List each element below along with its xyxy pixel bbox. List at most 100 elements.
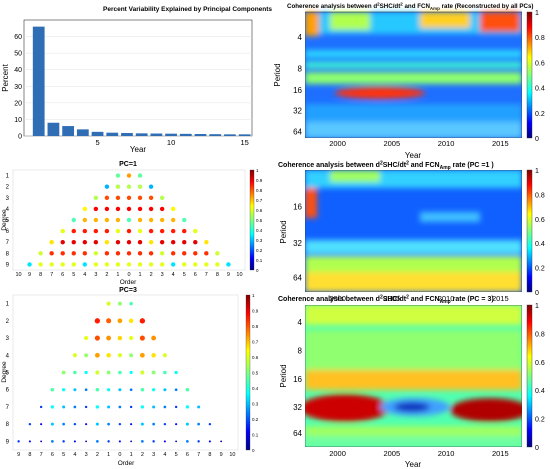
heatmap-pc1-x-ticks: 2000 2005 2010 2015 (329, 294, 508, 303)
y-tick-label: 2 (6, 319, 10, 325)
heatmap-all-pcs-x-ticks: 2000 2005 2010 2015 (329, 139, 508, 148)
bar (209, 134, 222, 136)
scatter-dot (104, 228, 110, 234)
scatter-dot (140, 422, 144, 426)
x-tick-label: 7 (197, 452, 200, 458)
scatter-dot (117, 301, 122, 306)
scatter-dot (50, 387, 55, 392)
x-tick-label: 5 (175, 452, 178, 458)
scatter-dot (141, 440, 144, 443)
scatter-dot (73, 440, 76, 443)
scatter-dot (84, 335, 89, 341)
scatter-dot (148, 262, 154, 267)
x-tick-label: 7 (50, 272, 53, 278)
colorbar-tick-label: 0.8 (535, 192, 545, 199)
colorbar-tick-label: 0.8 (256, 188, 263, 193)
scatter-dot (60, 240, 65, 245)
scatter-dot (159, 195, 165, 200)
scatter-dot (95, 405, 100, 409)
colorbar-tick-label: 1 (535, 10, 539, 17)
y-tick-label: 32 (293, 106, 302, 115)
colorbar-tick-label: 0.4 (535, 388, 545, 395)
heatmap-pc3-title: Coherence analysis between d2SHC/dt2 and… (278, 295, 494, 306)
colorbar-tick-label: 0.3 (256, 238, 263, 243)
colorbar-tick-label: 0.5 (256, 218, 263, 223)
colorbar-tick-label: 0.8 (535, 331, 545, 338)
x-tick-label: 6 (61, 272, 64, 278)
scatter-dot (73, 422, 77, 426)
scatter-dot (62, 405, 66, 409)
scatter-dot (93, 217, 99, 223)
scatter-dot (151, 353, 156, 358)
colorbar-tick-label: 0.5 (252, 371, 259, 376)
heatmap-pc3-x-ticks: 2000 2005 2010 2015 (329, 449, 508, 458)
x-tick-label: 2 (105, 272, 108, 278)
scatter-dot (163, 370, 167, 375)
colorbar-tick-label: 0.7 (252, 340, 259, 345)
colorbar-tick-label: 0.2 (535, 111, 545, 118)
bar (121, 133, 133, 136)
scatter-dot (94, 335, 100, 341)
scatter-dot (159, 240, 165, 245)
x-tick-label: 9 (227, 272, 230, 278)
scatter-dot (61, 370, 66, 375)
x-tick-label: 2000 (329, 294, 346, 303)
bar (179, 133, 192, 136)
scatter-dot (93, 195, 99, 200)
scatter-dot (152, 405, 156, 409)
pc3-scatter-title: PC=3 (119, 287, 137, 294)
scatter-dot (137, 228, 143, 234)
scatter-dot (71, 262, 76, 267)
y-tick-label: 16 (293, 375, 302, 384)
y-tick-label: 7 (6, 405, 10, 411)
scatter-dot (117, 335, 123, 341)
x-tick-label: 2005 (383, 449, 400, 458)
scatter-dot (162, 353, 167, 358)
scatter-dot (73, 405, 77, 409)
bar (47, 122, 60, 136)
heatmap-pc3-x-label: Year (405, 460, 422, 469)
colorbar-tick-label: 1 (252, 293, 255, 298)
colorbar-tick-label: 1 (256, 168, 259, 173)
x-tick-label: 4 (83, 272, 86, 278)
scatter-dot (126, 262, 132, 267)
bar-chart-axes (23, 19, 253, 137)
scatter-dot (152, 440, 155, 443)
scatter-dot (129, 335, 134, 341)
heatmap-pc1-title: Coherence analysis between d2SHC/dt2 and… (278, 161, 494, 172)
scatter-dot (96, 440, 99, 443)
scatter-dot (185, 405, 190, 409)
scatter-dot (163, 388, 167, 392)
scatter-dot (215, 262, 220, 267)
pc3-colorbar (245, 294, 251, 451)
scatter-dot (204, 262, 209, 267)
scatter-dot (182, 217, 187, 223)
bar-chart-x-ticks: 5 10 15 (95, 138, 248, 147)
scatter-dot (140, 370, 145, 375)
y-tick-label: 8 (6, 422, 10, 428)
pc3-scatter-dots (17, 301, 223, 443)
y-tick-label: 50 (14, 51, 22, 58)
colorbar-tick-label: 0 (535, 136, 539, 143)
scatter-dot (84, 405, 88, 409)
colorbar-tick-label: 0.1 (256, 258, 263, 263)
pc1-colorbar-ticks: 0 0.1 0.2 0.3 0.4 0.5 0.6 0.7 0.8 0.9 1 (256, 168, 263, 273)
scatter-dot (39, 405, 43, 409)
pc3-colorbar-ticks: 0 0.1 0.2 0.3 0.4 0.5 0.6 0.7 0.8 0.9 1 (252, 293, 259, 453)
scatter-dot (73, 370, 77, 375)
x-tick-label: 1 (107, 452, 110, 458)
scatter-dot (174, 388, 178, 392)
y-tick-label: 4 (6, 207, 10, 213)
bar-chart-grid (24, 36, 252, 137)
scatter-dot (129, 370, 133, 375)
scatter-dot (208, 422, 212, 426)
colorbar-tick-label: 0.7 (256, 198, 263, 203)
y-tick-label: 1 (6, 302, 10, 308)
scatter-dot (137, 240, 143, 245)
x-tick-label: 3 (161, 272, 164, 278)
scatter-dot (130, 423, 133, 426)
y-tick-label: 8 (6, 251, 10, 257)
colorbar-tick-label: 0.1 (252, 433, 259, 438)
heatmap-all-pcs-colorbar-ticks: 0 0.2 0.4 0.6 0.8 1 (535, 10, 545, 143)
